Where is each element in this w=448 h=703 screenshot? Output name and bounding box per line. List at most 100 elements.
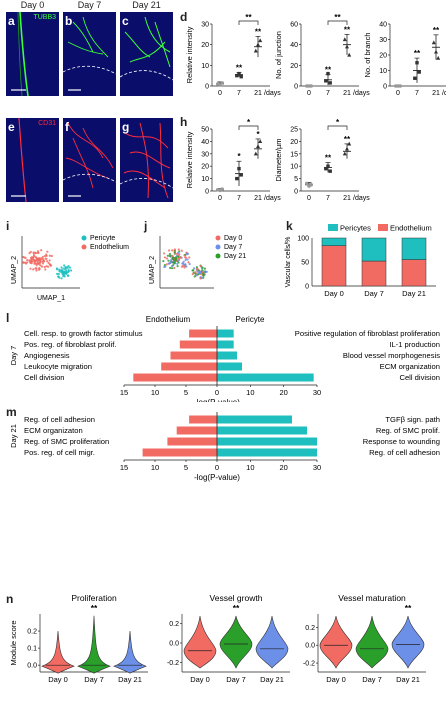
l-term-left-0: Cell. resp. to growth factor stimulus bbox=[24, 329, 143, 338]
l-tick-label-left-3: 0 bbox=[215, 388, 219, 397]
umap-j-point bbox=[186, 258, 189, 261]
k-ytick-label-0: 0 bbox=[305, 284, 309, 291]
d-ytick-label-1-0: 0 bbox=[294, 84, 298, 91]
d-star-2-1: ** bbox=[414, 49, 421, 58]
umap-i-point-pericyte bbox=[58, 268, 61, 271]
d-bracket-0 bbox=[238, 20, 259, 25]
m-bar-right-3 bbox=[217, 448, 317, 457]
umap-i-point-endothelium bbox=[45, 253, 48, 256]
n-category-0-1: Day 7 bbox=[84, 675, 104, 684]
umap-i-point-endothelium bbox=[22, 255, 25, 259]
umap-j-point bbox=[195, 266, 198, 269]
d-point-0-0-2 bbox=[220, 81, 224, 85]
legend-day7-label: Day 7 bbox=[224, 244, 242, 251]
micrograph-c-image bbox=[120, 16, 173, 81]
micrograph-c-letter: c bbox=[122, 14, 129, 28]
umap-j-point bbox=[180, 249, 183, 252]
d-ytick-label-2-0: 0 bbox=[383, 84, 387, 91]
umap-i-point-pericyte bbox=[65, 269, 68, 272]
umap-i-xlabel: UMAP_1 bbox=[37, 295, 65, 302]
umap-i-point-endothelium bbox=[48, 263, 52, 266]
umap-i-point-endothelium bbox=[46, 265, 50, 268]
d-point-2-0-2 bbox=[398, 84, 402, 88]
n-ytick-label-2-2: 0.2 bbox=[305, 625, 315, 632]
d-xtick-label-0-1: 7 bbox=[237, 90, 241, 97]
umap-i-point-endothelium bbox=[33, 262, 36, 265]
k-ytick-label-1: 50 bbox=[301, 260, 309, 267]
umap-i-point-endothelium bbox=[43, 265, 46, 269]
h-ytick-label-1-1: 5 bbox=[294, 176, 298, 183]
umap-j-point bbox=[181, 262, 184, 265]
umap-i-point-endothelium bbox=[26, 259, 29, 262]
n-title-0: Proliferation bbox=[71, 593, 117, 603]
d-point-0-1-2 bbox=[239, 75, 243, 79]
l-bar-left-1 bbox=[179, 340, 217, 349]
k-category-1: Day 7 bbox=[364, 289, 384, 298]
l-bar-left-0 bbox=[189, 329, 217, 338]
l-term-left-4: Cell division bbox=[24, 373, 65, 382]
umap-j-point bbox=[187, 261, 190, 264]
d-bracket-1 bbox=[327, 20, 348, 25]
stain-label-cd31: CD31 bbox=[38, 120, 56, 127]
d-xtick-label-1-1: 7 bbox=[326, 90, 330, 97]
d-star-0-1: ** bbox=[236, 64, 243, 73]
umap-i-point-endothelium bbox=[38, 261, 41, 265]
d-bracket-label-0: ** bbox=[245, 13, 252, 22]
m-tick-label-right-2: 30 bbox=[313, 463, 321, 472]
umap-i-point-endothelium bbox=[38, 258, 41, 261]
umap-j-point bbox=[172, 258, 175, 261]
d-ytick-label-1-3: 60 bbox=[290, 22, 298, 29]
umap-j-point bbox=[174, 256, 177, 259]
m-bar-left-2 bbox=[167, 437, 217, 446]
umap-j-point bbox=[180, 265, 184, 268]
umap-j-point bbox=[163, 263, 166, 267]
h-xtick-label-1-1: 7 bbox=[326, 195, 330, 202]
umap-i-point-endothelium bbox=[38, 266, 41, 270]
l-xlabel: -log(P-value) bbox=[194, 398, 240, 402]
d-ytick-label-0-2: 20 bbox=[201, 42, 209, 49]
d-point-1-2-2 bbox=[347, 52, 352, 57]
h-point-0-2-1 bbox=[256, 144, 260, 148]
umap-i-point-endothelium bbox=[48, 259, 51, 262]
panel-l-letter: l bbox=[6, 311, 10, 325]
umap-i-point-endothelium bbox=[48, 254, 51, 257]
n-category-0-0: Day 0 bbox=[48, 675, 68, 684]
n-ylabel: Module score bbox=[9, 620, 18, 665]
micrograph-c: c bbox=[120, 12, 173, 96]
h-ytick-label-0-5: 50 bbox=[201, 127, 209, 134]
d-point-2-1-1 bbox=[415, 61, 419, 65]
l-header-right: Pericyte bbox=[236, 315, 265, 324]
d-xtick-label-1-0: 0 bbox=[307, 90, 311, 97]
n-violin-0-0 bbox=[41, 631, 75, 674]
n-title-2: Vessel maturation bbox=[338, 593, 406, 603]
n-category-2-0: Day 0 bbox=[326, 675, 346, 684]
umap-i-point-endothelium bbox=[50, 254, 53, 258]
d-xtick-label-2-1: 7 bbox=[415, 90, 419, 97]
m-term-right-2: Response to wounding bbox=[363, 437, 440, 446]
k-bar-endothelium-2 bbox=[401, 259, 427, 287]
l-bar-right-4 bbox=[217, 373, 314, 382]
n-ytick-label-2-0: -0.2 bbox=[303, 661, 315, 668]
n-stars-2: ** bbox=[405, 603, 412, 613]
l-tick-label-left-0: 15 bbox=[120, 388, 128, 397]
n-violin-2-2 bbox=[391, 615, 425, 669]
n-violin-1-2 bbox=[255, 615, 289, 669]
k-bar-pericytes-2 bbox=[401, 237, 427, 260]
umap-i-point-endothelium bbox=[28, 252, 31, 255]
umap-i-point-endothelium bbox=[44, 268, 47, 271]
h-xtick-label-0-1: 7 bbox=[237, 195, 241, 202]
h-ytick-label-0-3: 30 bbox=[201, 151, 209, 158]
d-point-1-1-1 bbox=[326, 71, 330, 76]
legend-day7-dot bbox=[215, 244, 221, 250]
m-tick-label-right-0: 10 bbox=[246, 463, 254, 472]
umap-i-point-endothelium bbox=[43, 255, 46, 258]
umap-j-point bbox=[177, 261, 180, 264]
umap-j-point bbox=[191, 273, 194, 276]
d-xtick-label-0-0: 0 bbox=[218, 90, 222, 97]
umap-i-point-endothelium bbox=[41, 262, 45, 265]
umap-i-point-endothelium bbox=[28, 260, 31, 263]
umap-i-point-pericyte bbox=[68, 266, 72, 269]
umap-j-point bbox=[177, 251, 180, 254]
panel-i-letter: i bbox=[6, 219, 10, 233]
